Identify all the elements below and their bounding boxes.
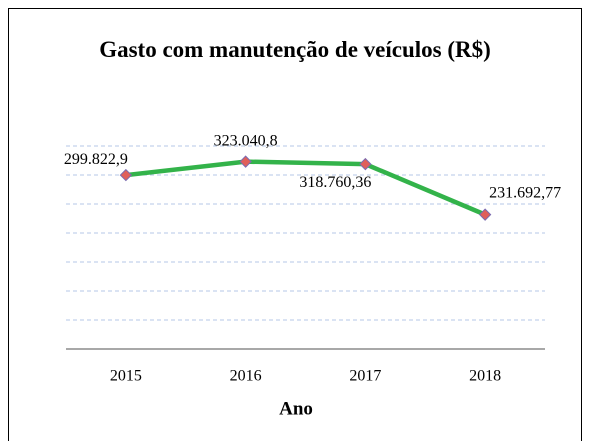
chart-frame [8,8,582,441]
data-label: 318.760,36 [299,174,371,191]
marker [478,208,492,221]
data-label: 231.692,77 [489,184,561,201]
x-tick-label: 2015 [110,368,142,385]
x-tick-label: 2016 [230,368,262,385]
x-axis-title: Ano [279,398,313,419]
x-tick-label: 2018 [469,368,501,385]
marker [119,168,133,182]
data-label: 299.822,9 [64,151,128,168]
line [125,159,486,217]
chart-title: Gasto com manutenção de veículos (R$) [99,37,491,62]
marker [359,157,372,171]
x-tick-label: 2017 [349,368,381,385]
marker [239,155,252,168]
data-label: 323.040,8 [214,132,278,149]
